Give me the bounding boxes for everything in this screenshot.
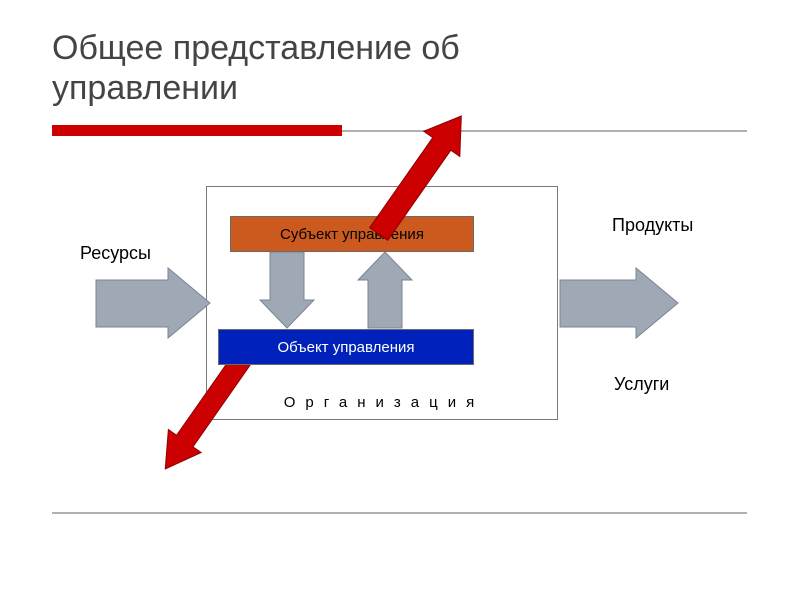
label-organization: Организация: [244, 394, 524, 411]
label-services: Услуги: [614, 374, 669, 395]
label-resources: Ресурсы: [80, 243, 151, 264]
label-products: Продукты: [612, 215, 693, 236]
red-arrow-top-in: [0, 0, 800, 600]
